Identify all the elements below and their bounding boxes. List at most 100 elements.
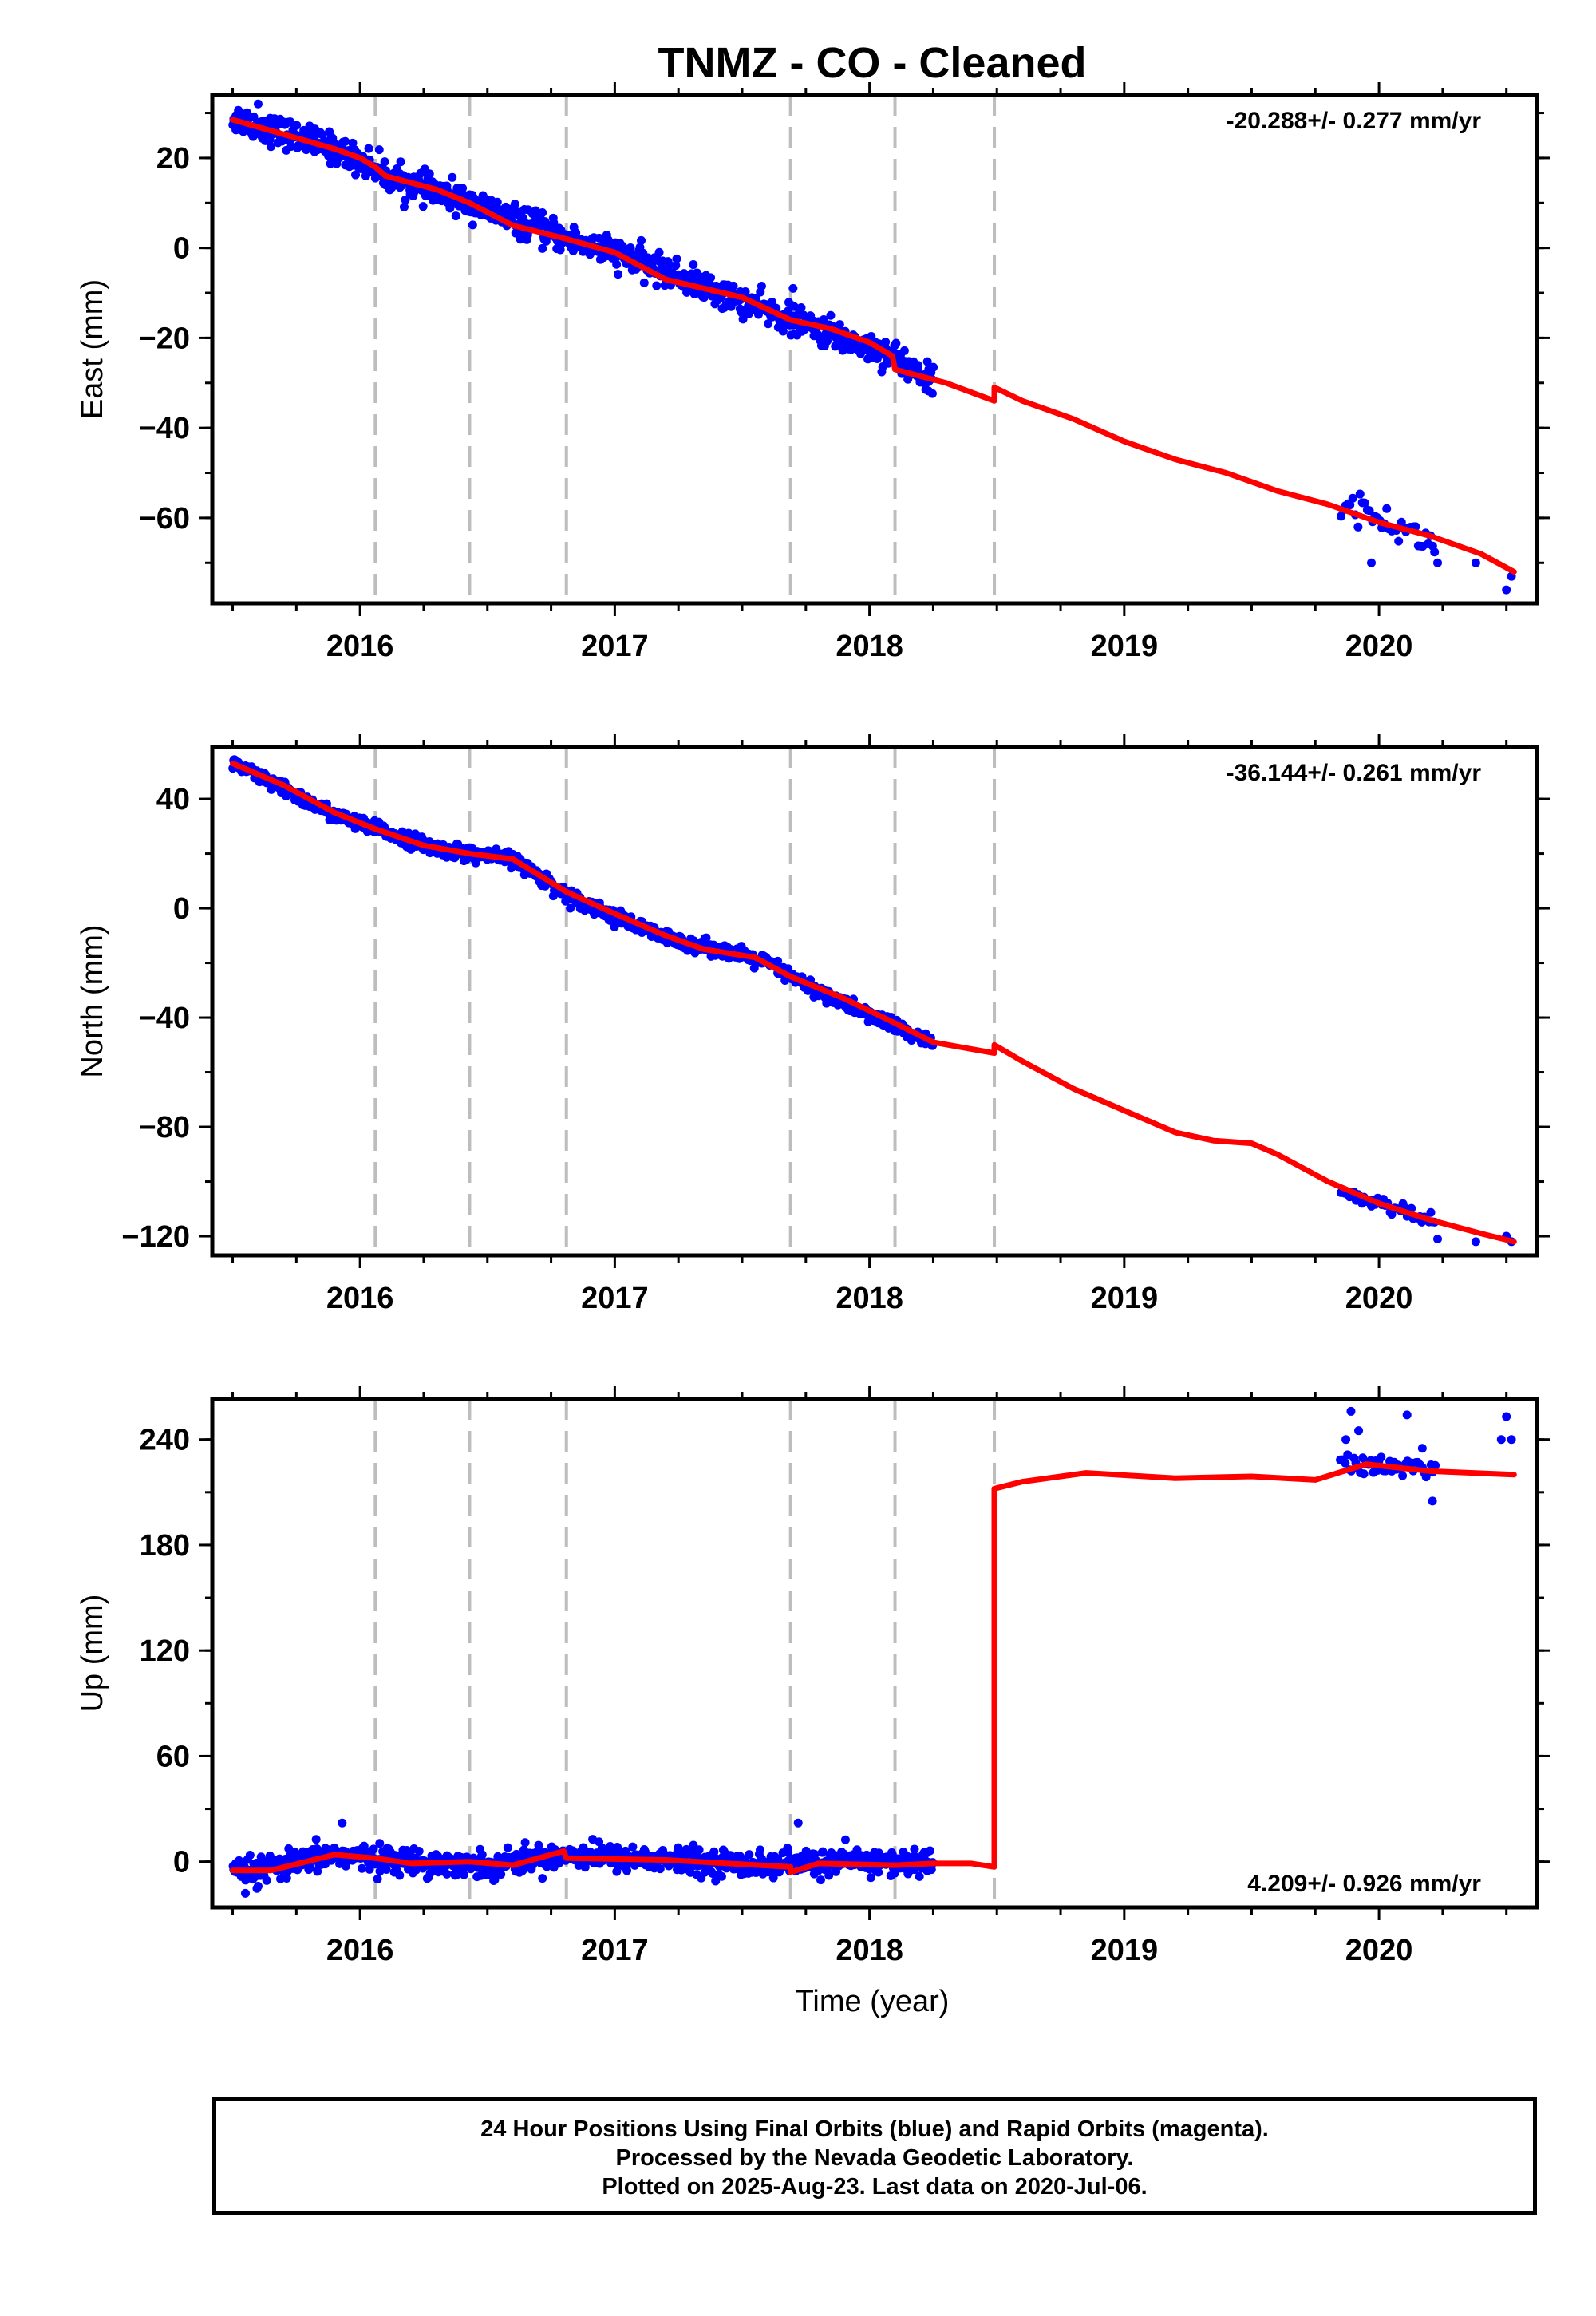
data-point: [401, 195, 410, 204]
data-point: [364, 144, 373, 153]
x-tick-label: 2019: [1091, 1934, 1159, 1967]
panel-frame: [210, 745, 1539, 1258]
y-tick-label: 60: [156, 1740, 190, 1773]
y-tick-label: −60: [139, 502, 190, 536]
data-point: [672, 254, 681, 263]
data-point: [1341, 1458, 1350, 1468]
data-point: [778, 326, 788, 336]
data-point: [612, 259, 622, 269]
data-point: [745, 1850, 754, 1860]
data-point: [518, 1866, 527, 1875]
data-point: [701, 933, 711, 943]
x-tick-label: 2020: [1345, 1282, 1413, 1315]
y-tick-label: −80: [139, 1111, 190, 1144]
data-point: [1354, 1426, 1364, 1436]
x-tick-label: 2020: [1345, 630, 1413, 663]
y-axis-label: East (mm): [76, 279, 109, 419]
y-tick-label: 0: [173, 892, 190, 926]
plot-area: [228, 755, 1517, 1247]
data-point: [451, 211, 460, 221]
data-point: [284, 117, 294, 127]
data-point: [374, 145, 384, 155]
model-fit-line: [230, 1461, 1517, 1875]
data-point: [338, 1818, 347, 1828]
x-axis-label: Time (year): [796, 1985, 950, 2018]
data-point: [1348, 493, 1357, 503]
y-tick-label: −40: [139, 412, 190, 445]
y-tick-label: 0: [173, 232, 190, 266]
data-point: [579, 1843, 588, 1852]
x-tick-label: 2020: [1345, 1934, 1413, 1967]
data-point: [866, 1873, 875, 1883]
data-point: [459, 1870, 468, 1879]
y-tick-label: −120: [121, 1220, 190, 1254]
data-point: [1346, 1406, 1356, 1416]
data-point: [929, 362, 938, 372]
data-point: [655, 1864, 665, 1874]
data-point: [1387, 1210, 1396, 1219]
data-point: [1431, 1460, 1440, 1470]
y-tick-label: 120: [140, 1634, 190, 1668]
data-point: [881, 338, 891, 347]
data-point: [689, 260, 698, 270]
data-point: [757, 281, 766, 290]
data-point: [1365, 506, 1374, 516]
footer-line-2: Processed by the Nevada Geodetic Laborat…: [615, 2145, 1134, 2171]
x-tick-label: 2016: [326, 1934, 394, 1967]
y-tick-label: 180: [140, 1529, 190, 1563]
panel-2: 2016 2017 2018 2019 2020 40 0 −40 −80 −120 North (…: [76, 734, 1550, 1315]
data-point: [768, 1873, 778, 1883]
x-tick-label: 2018: [836, 1282, 903, 1315]
y-tick-label: 0: [173, 1846, 190, 1879]
data-point: [738, 314, 748, 324]
data-point: [520, 1838, 530, 1848]
data-point: [442, 1869, 452, 1879]
data-point: [503, 1843, 512, 1852]
data-point: [245, 1850, 255, 1860]
data-point: [793, 1818, 803, 1828]
data-point: [262, 1875, 271, 1885]
data-point: [699, 293, 709, 302]
data-point: [458, 184, 468, 193]
data-point: [717, 1871, 726, 1881]
data-point: [913, 361, 922, 370]
data-point: [1507, 1435, 1516, 1445]
data-point: [477, 1850, 487, 1860]
data-point: [674, 1843, 683, 1852]
data-point: [665, 260, 674, 270]
data-point: [414, 1847, 424, 1856]
data-point: [399, 202, 409, 211]
data-point: [1360, 498, 1369, 508]
data-point: [816, 1875, 825, 1885]
footer-line-1: 24 Hour Positions Using Final Orbits (bl…: [480, 2116, 1269, 2142]
data-point: [1428, 1496, 1437, 1506]
panel-frame: [210, 1397, 1539, 1910]
data-point: [358, 1863, 367, 1873]
data-point: [361, 171, 370, 180]
y-axis-label: North (mm): [76, 924, 109, 1077]
data-point: [1433, 1234, 1442, 1243]
data-point: [899, 346, 909, 355]
data-point: [496, 1870, 506, 1879]
data-point: [818, 1847, 828, 1856]
data-point: [313, 1867, 322, 1876]
data-point: [915, 1871, 924, 1881]
data-point: [375, 1839, 385, 1848]
data-point: [566, 903, 575, 913]
data-point: [801, 1846, 811, 1856]
data-point: [927, 389, 937, 398]
x-tick-label: 2017: [581, 1934, 649, 1967]
rate-annotation: 4.209+/- 0.926 mm/yr: [1247, 1871, 1481, 1897]
data-point: [381, 1865, 391, 1875]
x-tick-label: 2017: [581, 630, 649, 663]
data-point: [694, 1845, 704, 1855]
x-tick-label: 2017: [581, 1282, 649, 1315]
data-point: [1353, 522, 1363, 532]
data-point: [241, 1888, 250, 1898]
data-point: [1430, 547, 1440, 557]
data-point: [824, 1871, 834, 1880]
data-point: [1471, 1237, 1480, 1247]
plot-area: [228, 99, 1517, 595]
